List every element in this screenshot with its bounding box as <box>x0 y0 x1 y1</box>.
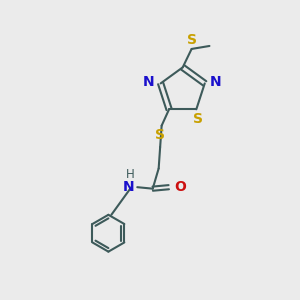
Text: N: N <box>123 180 134 194</box>
Text: S: S <box>187 33 197 46</box>
Text: N: N <box>143 75 155 89</box>
Text: S: S <box>155 128 165 142</box>
Text: S: S <box>193 112 203 126</box>
Text: O: O <box>174 180 186 194</box>
Text: N: N <box>210 75 222 89</box>
Text: H: H <box>125 168 134 181</box>
